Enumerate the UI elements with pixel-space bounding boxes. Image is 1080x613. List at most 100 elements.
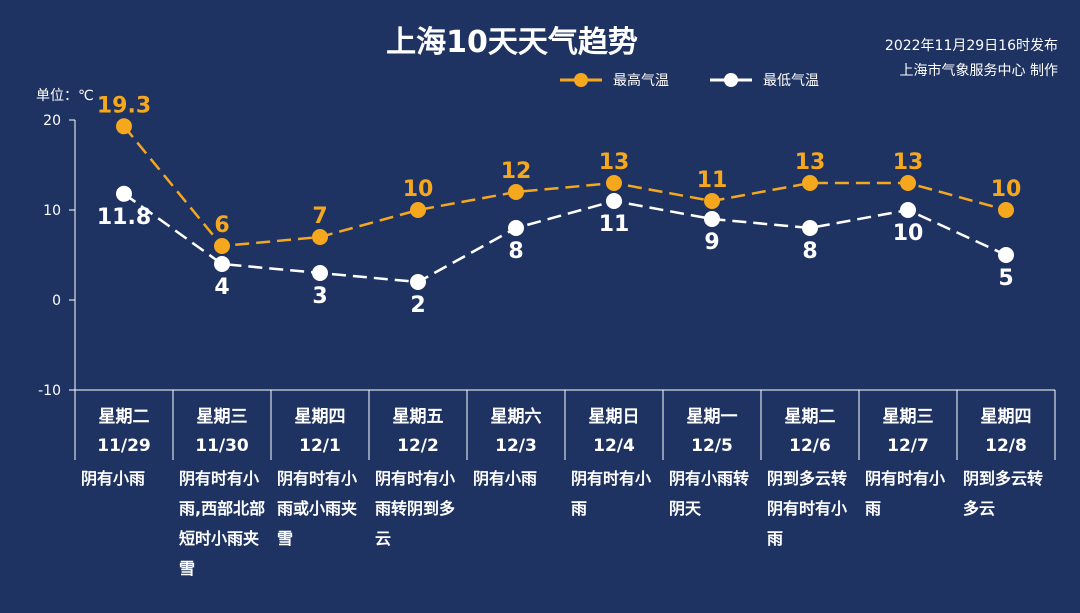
low-temp-label: 3 <box>312 284 327 309</box>
series-layer: 19.3 6 7 10 12 13 11 13 13 10 11.8 4 3 2 8 11 9 8 10 5 <box>97 93 1021 318</box>
high-temp-label: 10 <box>403 177 434 202</box>
high-temp-point <box>410 202 426 218</box>
y-tick-label: 10 <box>43 203 61 219</box>
weather-desc-line: 阴有时有小 <box>277 469 357 488</box>
weather-desc-line: 阴到多云转 <box>767 469 847 488</box>
weather-desc-line: 雨转阴到多 <box>375 499 455 518</box>
low-temp-label: 9 <box>704 230 719 255</box>
y-tick-label: 20 <box>43 113 61 129</box>
weather-desc-line: 雨 <box>865 499 881 518</box>
low-temp-point <box>704 211 720 227</box>
high-temp-label: 7 <box>312 204 327 229</box>
publish-time: 2022年11月29日16时发布 <box>885 38 1058 54</box>
high-temp-label: 13 <box>795 150 826 175</box>
low-temp-point <box>900 202 916 218</box>
high-temp-point <box>508 184 524 200</box>
high-temp-label: 13 <box>599 150 630 175</box>
low-temp-point <box>312 265 328 281</box>
high-temp-label: 13 <box>893 150 924 175</box>
legend: 最高气温 最低气温 <box>560 72 819 89</box>
high-temp-point <box>900 175 916 191</box>
high-temp-point <box>606 175 622 191</box>
high-temp-point <box>116 118 132 135</box>
weather-desc-line: 阴有时有小 <box>865 469 945 488</box>
low-temp-label: 5 <box>998 266 1013 291</box>
high-temp-line <box>123 125 1007 248</box>
weather-desc-line: 阴有时有小 <box>767 499 847 518</box>
weather-desc-line: 阴有时有小 <box>571 469 651 488</box>
high-temp-point <box>998 202 1014 218</box>
y-tick-label: 0 <box>52 293 61 309</box>
high-temp-label: 10 <box>991 177 1022 202</box>
low-temp-point <box>410 274 426 290</box>
date-label: 12/1 <box>299 436 341 456</box>
high-temp-point <box>214 238 230 254</box>
legend-high-marker <box>574 73 588 87</box>
weekday-label: 星期一 <box>687 407 738 427</box>
date-label: 11/30 <box>195 436 249 456</box>
high-temp-label: 12 <box>501 159 532 184</box>
low-temp-point <box>508 220 524 236</box>
weather-desc-line: 雨 <box>767 529 783 548</box>
weekday-label: 星期二 <box>99 407 150 427</box>
legend-low-marker <box>724 73 738 87</box>
y-tick-label: -10 <box>38 383 61 399</box>
weather-desc-line: 阴天 <box>669 499 702 518</box>
low-temp-label: 8 <box>802 239 817 264</box>
weekday-label: 星期五 <box>393 407 444 427</box>
weather-desc-line: 雪 <box>277 529 293 548</box>
legend-item-low: 最低气温 <box>710 73 819 89</box>
weather-desc-line: 阴有小雨 <box>81 469 145 488</box>
date-label: 12/4 <box>593 436 635 456</box>
weather-desc-line: 雨 <box>571 499 587 518</box>
weather-desc-line: 阴有小雨 <box>473 469 537 488</box>
chart-title: 上海10天天气趋势 <box>386 25 638 60</box>
legend-high-label: 最高气温 <box>613 72 669 89</box>
date-label: 11/29 <box>97 436 151 456</box>
high-temp-label: 11 <box>697 168 728 193</box>
date-label: 12/3 <box>495 436 537 456</box>
weekday-label: 星期三 <box>883 407 934 427</box>
low-temp-line <box>123 192 1007 284</box>
weather-desc-line: 阴到多云转 <box>963 469 1043 488</box>
high-temp-label: 6 <box>214 213 229 238</box>
weather-desc-line: 阴有小雨转 <box>669 469 749 488</box>
low-temp-label: 11 <box>599 212 630 237</box>
low-temp-label: 10 <box>893 221 924 246</box>
low-temp-label: 11.8 <box>97 205 151 230</box>
weather-desc-line: 阴有时有小 <box>179 469 259 488</box>
date-label: 12/5 <box>691 436 733 456</box>
date-label: 12/7 <box>887 436 929 456</box>
weather-desc-line: 短时小雨夹 <box>179 529 259 548</box>
weather-desc-line: 雨,西部北部 <box>179 499 265 518</box>
weekday-label: 星期四 <box>981 407 1032 427</box>
date-label: 12/2 <box>397 436 439 456</box>
weather-desc-line: 云 <box>375 529 391 548</box>
axes: -10 0 10 20 <box>38 113 76 460</box>
low-temp-point <box>116 185 132 202</box>
low-temp-label: 4 <box>214 275 229 300</box>
legend-item-high: 最高气温 <box>560 72 669 89</box>
high-temp-label: 19.3 <box>97 93 151 118</box>
low-temp-point <box>998 247 1014 263</box>
weather-desc-line: 雪 <box>179 559 195 578</box>
weekday-label: 星期三 <box>197 407 248 427</box>
weekday-label: 星期六 <box>491 406 542 427</box>
high-temp-point <box>704 193 720 209</box>
low-temp-point <box>606 193 622 209</box>
weather-desc-line: 阴有时有小 <box>375 469 455 488</box>
low-temp-label: 2 <box>410 293 425 318</box>
weekday-label: 星期四 <box>295 407 346 427</box>
unit-label: 单位：℃ <box>36 88 94 104</box>
weekday-label: 星期日 <box>589 407 640 427</box>
legend-low-label: 最低气温 <box>763 73 819 89</box>
weekday-label: 星期二 <box>785 407 836 427</box>
category-table: 星期二11/29阴有小雨星期三11/30阴有时有小雨,西部北部短时小雨夹雪星期四… <box>75 389 1056 578</box>
high-temp-point <box>802 175 818 191</box>
weather-desc-line: 雨或小雨夹 <box>277 499 357 518</box>
producer: 上海市气象服务中心 制作 <box>900 62 1058 79</box>
low-temp-label: 8 <box>508 239 523 264</box>
date-label: 12/8 <box>985 436 1027 456</box>
weather-desc-line: 多云 <box>963 499 995 518</box>
